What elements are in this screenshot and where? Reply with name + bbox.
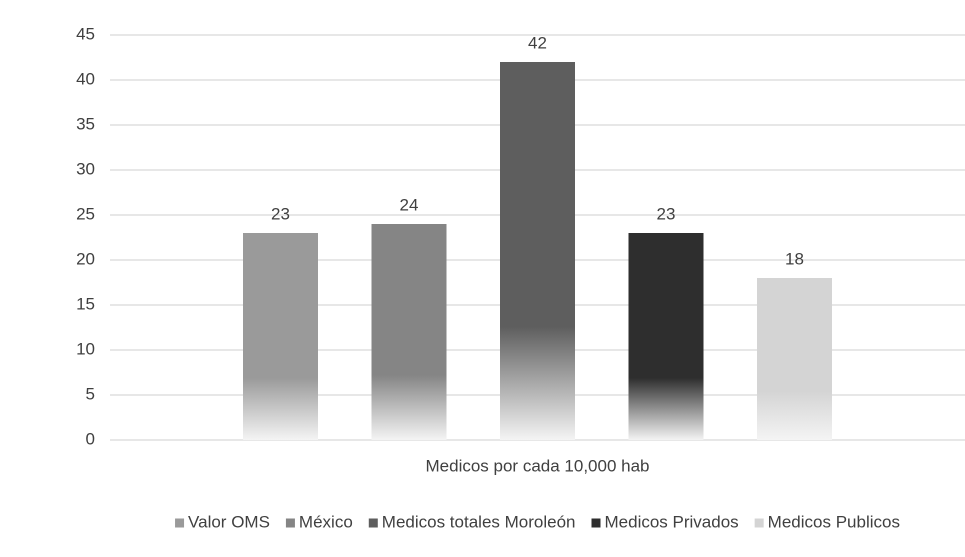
y-tick-label: 30 (76, 159, 95, 178)
legend-item: Valor OMS (175, 512, 270, 531)
legend-marker (368, 518, 378, 528)
legend-item: México (285, 512, 353, 531)
legend-item: Medicos Privados (591, 512, 739, 531)
data-label: 23 (657, 204, 676, 223)
legend-marker (754, 518, 764, 528)
bar (243, 233, 318, 440)
legend-label: Medicos Privados (605, 512, 739, 531)
y-tick-label: 40 (76, 69, 95, 88)
data-label: 18 (785, 249, 804, 268)
x-tick-label: Medicos por cada 10,000 hab (426, 456, 650, 475)
legend-item: Medicos totales Moroleón (368, 512, 576, 531)
legend-label: México (299, 512, 353, 531)
bar (371, 224, 447, 440)
y-tick-label: 20 (76, 249, 95, 268)
y-tick-label: 0 (86, 429, 95, 448)
y-tick-label: 10 (76, 339, 95, 358)
legend-item: Medicos Publicos (754, 512, 900, 531)
legend-marker (285, 518, 295, 528)
bar (757, 278, 832, 440)
legend-marker (175, 518, 185, 528)
data-label: 42 (528, 33, 547, 52)
data-label: 23 (271, 204, 290, 223)
y-tick-label: 5 (86, 384, 95, 403)
bar (628, 233, 704, 440)
legend-marker (591, 518, 601, 528)
y-tick-label: 45 (76, 24, 95, 43)
legend-label: Valor OMS (188, 512, 270, 531)
bar (500, 62, 575, 440)
legend-label: Medicos totales Moroleón (382, 512, 576, 531)
y-tick-label: 35 (76, 114, 95, 133)
legend-label: Medicos Publicos (768, 512, 900, 531)
y-tick-label: 15 (76, 294, 95, 313)
data-label: 24 (400, 195, 419, 214)
y-tick-label: 25 (76, 204, 95, 223)
